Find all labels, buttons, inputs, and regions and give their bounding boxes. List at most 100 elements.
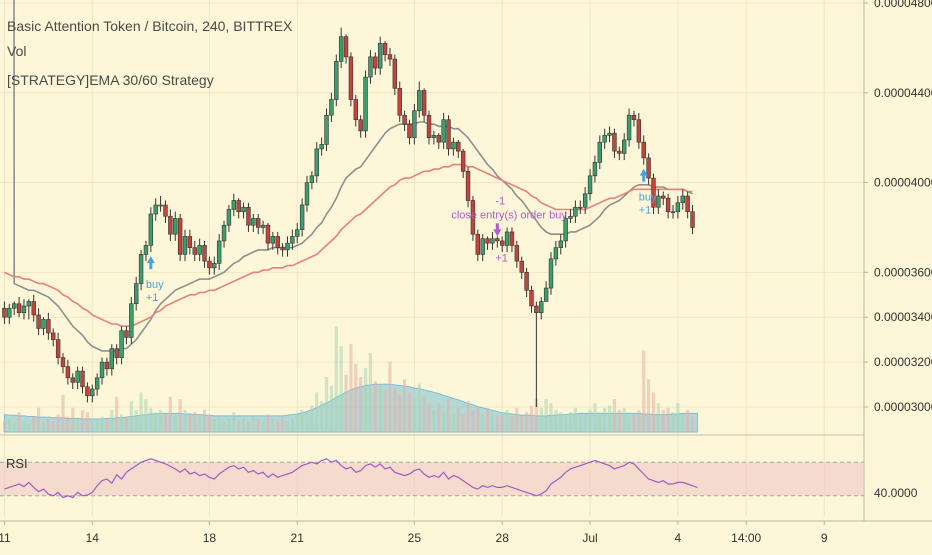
candle-body [612, 132, 617, 152]
candle-body [675, 202, 681, 213]
candle-body [246, 206, 251, 226]
volume-bar [202, 410, 207, 432]
candle-body [529, 289, 534, 307]
volume-bar [17, 412, 21, 432]
candle-body [241, 206, 246, 213]
volume-bar [41, 421, 46, 432]
volume-bar [2, 421, 7, 432]
volume-bar [471, 410, 475, 432]
candle-body [197, 245, 202, 255]
candle-body [314, 148, 319, 177]
candle-body [358, 119, 363, 132]
volume-bar [603, 407, 607, 432]
candle-body [177, 218, 183, 255]
volume-bar [12, 423, 16, 432]
volume-bar [61, 394, 65, 432]
volume-bar [427, 403, 431, 432]
volume-bar [251, 416, 255, 432]
candle-body [275, 236, 280, 248]
volume-bar [564, 416, 568, 432]
volume-bar [534, 399, 538, 432]
candle-body [94, 377, 100, 390]
candle-body [21, 305, 27, 314]
volume-bar [305, 412, 309, 432]
volume-bar [549, 403, 553, 432]
candle-body [412, 110, 417, 138]
candle-body [119, 330, 124, 358]
volume-bar [529, 405, 534, 432]
candle-body [607, 132, 612, 136]
candle-body [436, 135, 441, 143]
candle-body [539, 301, 544, 314]
candle-body [255, 218, 261, 228]
volume-bar [403, 379, 407, 432]
volume-bar [432, 410, 436, 432]
ema-fast-line [13, 0, 693, 352]
close-signal-label-1: close entry(s) order buy [451, 209, 567, 221]
candle-body [134, 283, 139, 305]
volume-bar [154, 412, 158, 432]
candle-body [348, 56, 354, 100]
candle-body [12, 303, 17, 309]
volume-bar [295, 414, 299, 432]
volume-bar [90, 418, 94, 432]
price-tick-label-2: 0.00004000 [874, 176, 932, 190]
volume-bar [666, 407, 670, 432]
candle-body [465, 171, 471, 201]
candle-body [158, 204, 163, 207]
candle-body [153, 204, 158, 215]
volume-bar [129, 401, 133, 432]
candle-body [55, 339, 61, 358]
volume-bar [246, 421, 251, 432]
volume-bar [632, 414, 636, 432]
volume-bar [485, 407, 490, 432]
volume-bar [651, 392, 656, 432]
candle-body [382, 43, 388, 55]
volume-bar [490, 412, 495, 432]
volume-bar [290, 418, 294, 432]
candle-body [192, 247, 197, 255]
candle-body [514, 245, 520, 262]
volume-bar [105, 418, 109, 432]
volume-bar [461, 414, 465, 432]
volume-bar [256, 418, 260, 432]
volume-bar [7, 418, 11, 432]
volume-bar [241, 418, 246, 432]
candle-body [617, 150, 622, 154]
candle-body [99, 361, 105, 379]
price-tick-label-6: 0.00003000 [874, 400, 932, 414]
volume-legend: Vol [7, 43, 27, 59]
volume-bar [525, 412, 529, 432]
buy-signal-qty-3: +1 [639, 205, 652, 217]
volume-bar [422, 396, 426, 432]
candle-body [631, 114, 637, 121]
volume-bar [212, 418, 216, 432]
candle-body [85, 386, 90, 397]
volume-bar [612, 399, 617, 432]
candle-body [80, 370, 85, 388]
candle-body [363, 76, 368, 132]
volume-bar [622, 407, 626, 432]
candle-body [338, 36, 344, 62]
candle-body [60, 357, 66, 367]
candle-body [251, 218, 256, 226]
volume-bar [588, 410, 592, 432]
volume-bar [451, 414, 455, 432]
candle-body [280, 247, 285, 251]
time-tick-label-0: 11 [0, 531, 11, 545]
volume-bar [85, 412, 89, 432]
volume-bar [607, 405, 612, 432]
price-tick-label-1: 0.00004400 [874, 86, 932, 100]
candle-body [212, 263, 217, 269]
candle-body [573, 206, 578, 217]
candle-body [324, 114, 329, 145]
candle-body [495, 238, 500, 242]
volume-bar [32, 416, 36, 432]
candle-body [665, 197, 671, 213]
volume-bar [144, 399, 148, 432]
volume-bar [437, 403, 441, 432]
volume-bar [495, 416, 499, 432]
